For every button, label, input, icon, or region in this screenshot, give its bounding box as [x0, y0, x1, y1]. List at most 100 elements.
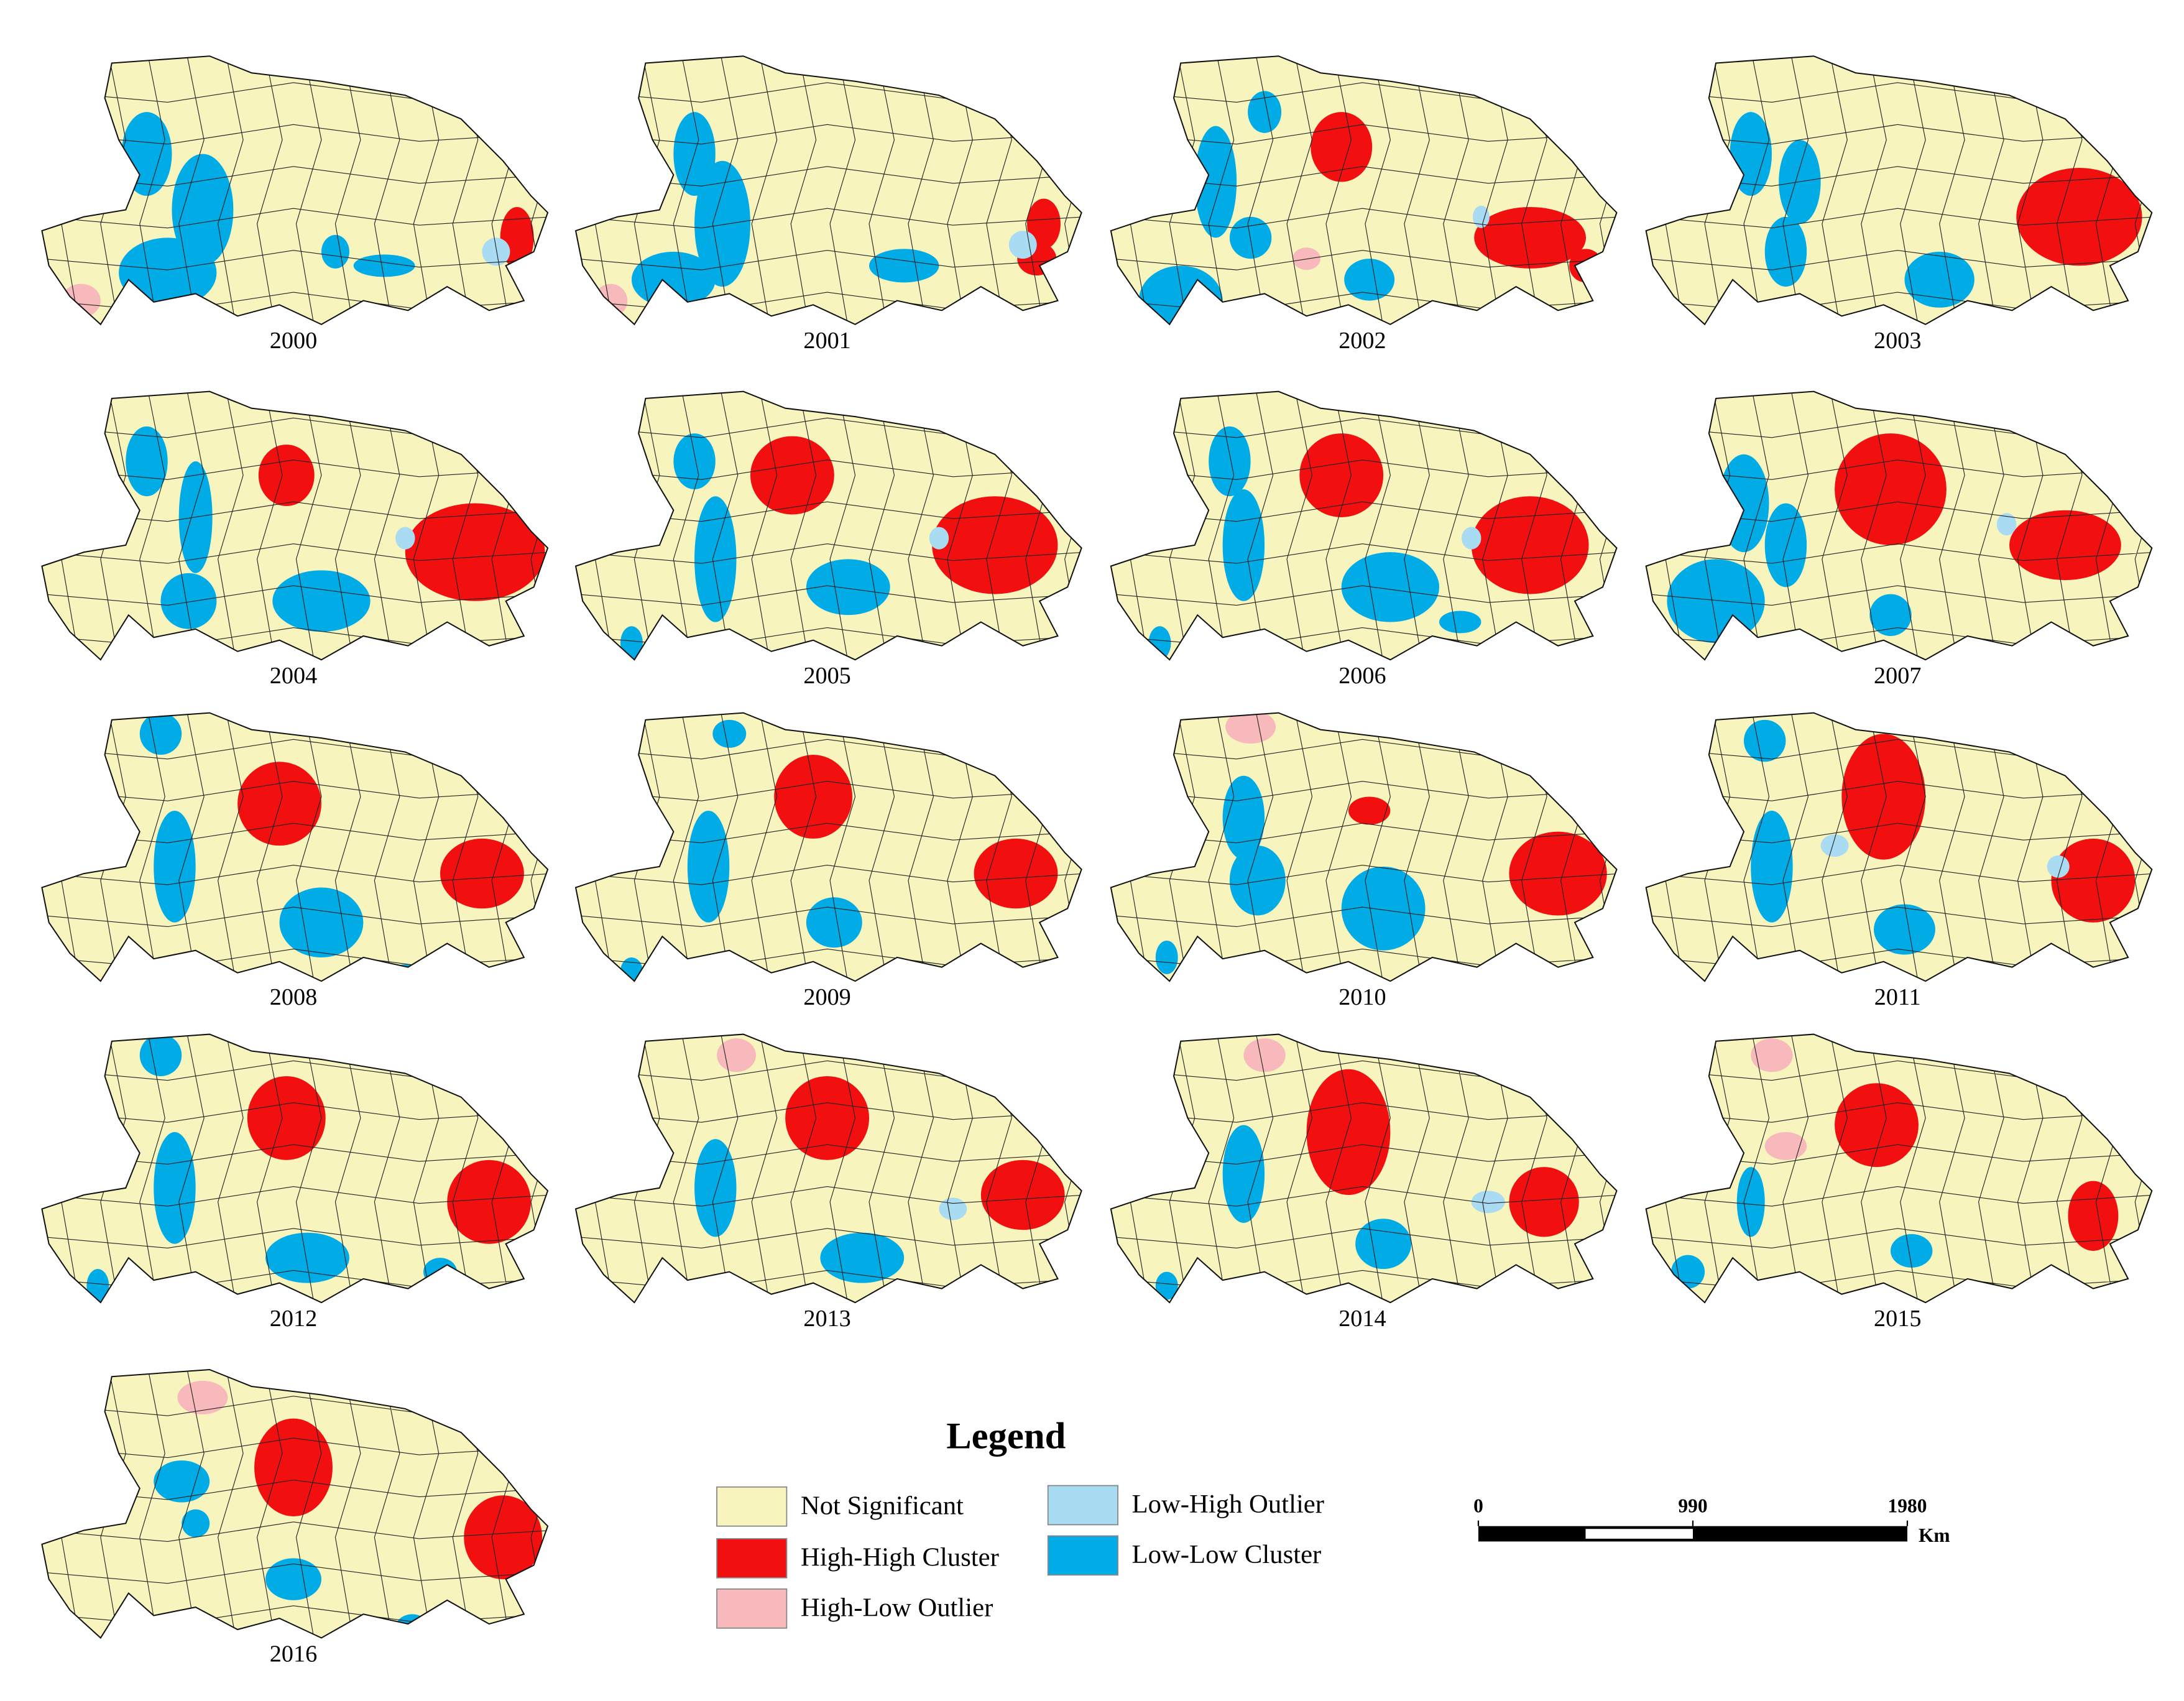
cluster-region — [154, 1460, 210, 1503]
cluster-region — [482, 237, 510, 266]
map-year-label: 2009 — [803, 984, 850, 1010]
map-year-label: 2003 — [1874, 328, 1921, 354]
scale-unit: Km — [1919, 1524, 1950, 1546]
cluster-region — [154, 810, 196, 923]
map-year-label: 2010 — [1339, 984, 1386, 1010]
cluster-region — [258, 445, 315, 506]
cluster-region — [1248, 91, 1282, 133]
cluster-region — [1472, 205, 1490, 228]
scale-tick-label: 0 — [1473, 1495, 1483, 1517]
cluster-region — [694, 1139, 737, 1237]
cluster-region — [1820, 834, 1849, 857]
cluster-region — [395, 527, 415, 550]
cluster-region — [1996, 513, 2017, 536]
cluster-region — [265, 1558, 321, 1600]
map-panel: 2000 — [41, 55, 549, 354]
legend-title: Legend — [946, 1415, 1066, 1457]
cluster-layer — [1110, 1034, 1617, 1303]
map-panel: 2016 — [41, 1368, 549, 1667]
legend-swatch — [716, 1588, 788, 1629]
cluster-region — [1155, 1271, 1178, 1300]
cluster-region — [1764, 1132, 1807, 1160]
legend-label: Low-High Outlier — [1132, 1490, 1324, 1519]
cluster-region — [1225, 712, 1276, 744]
map-year-label: 2000 — [270, 328, 317, 354]
cluster-region — [405, 503, 545, 601]
cluster-region — [447, 1159, 532, 1244]
cluster-region — [1891, 1233, 1933, 1268]
map-panel: 2012 — [41, 1033, 549, 1332]
map-year-label: 2015 — [1874, 1306, 1921, 1332]
cluster-layer — [576, 391, 1082, 660]
cluster-region — [1835, 433, 1947, 545]
cluster-region — [237, 762, 321, 846]
cluster-region — [1869, 594, 1912, 636]
cluster-layer — [42, 1034, 548, 1303]
map-panel: 2008 — [41, 712, 549, 1010]
cluster-region — [1222, 775, 1265, 860]
map-panel: 2011 — [1645, 712, 2153, 1010]
cluster-region — [272, 570, 371, 632]
cluster-region — [1355, 1219, 1412, 1270]
cluster-region — [687, 810, 730, 923]
map-year-label: 2004 — [270, 663, 317, 689]
cluster-layer — [1646, 712, 2152, 982]
legend-swatch — [1047, 1535, 1118, 1576]
cluster-region — [265, 1232, 349, 1283]
cluster-layer — [42, 1369, 548, 1638]
map-year-label: 2013 — [803, 1306, 850, 1332]
cluster-region — [974, 838, 1058, 909]
scale-tick-label: 990 — [1678, 1495, 1707, 1517]
legend-swatch — [716, 1538, 788, 1579]
cluster-region — [1764, 503, 1807, 588]
cluster-region — [929, 527, 949, 550]
cluster-region — [254, 1418, 333, 1516]
cluster-region — [139, 712, 182, 755]
cluster-region — [1348, 796, 1391, 825]
map-year-label: 2006 — [1339, 663, 1386, 689]
cluster-region — [2051, 838, 2136, 923]
map-year-label: 2008 — [270, 984, 317, 1010]
cluster-region — [1751, 1038, 1793, 1072]
cluster-region — [1243, 1038, 1286, 1072]
map-year-label: 2002 — [1339, 328, 1386, 354]
cluster-region — [1744, 719, 1786, 762]
cluster-region — [1344, 259, 1395, 301]
map-year-label: 2001 — [803, 328, 850, 354]
cluster-region — [1341, 866, 1426, 951]
map-panel: 2014 — [1110, 1033, 1618, 1332]
cluster-region — [182, 1509, 210, 1537]
cluster-region — [1008, 231, 1037, 259]
cluster-layer — [576, 712, 1082, 982]
cluster-region — [353, 254, 415, 277]
map-year-label: 2007 — [1874, 663, 1921, 689]
cluster-region — [1155, 940, 1178, 974]
cluster-region — [712, 719, 747, 748]
cluster-region — [1471, 1191, 1505, 1214]
cluster-region — [1461, 527, 1481, 550]
scale-bar-segment — [1585, 1529, 1693, 1539]
cluster-region — [1471, 496, 1589, 594]
cluster-region — [1439, 611, 1481, 634]
cluster-region — [980, 1159, 1065, 1230]
cluster-region — [1474, 206, 1587, 269]
legend-swatch — [1047, 1485, 1118, 1526]
cluster-region — [1222, 489, 1265, 601]
cluster-region — [1736, 1167, 1765, 1237]
cluster-region — [869, 249, 939, 283]
cluster-region — [1904, 251, 1974, 308]
map-year-label: 2012 — [270, 1306, 317, 1332]
cluster-region — [1764, 216, 1807, 287]
map-year-label: 2016 — [270, 1641, 317, 1667]
cluster-region — [2068, 1181, 2119, 1251]
cluster-region — [177, 1380, 228, 1414]
cluster-region — [1311, 112, 1373, 182]
cluster-layer — [1646, 1034, 2152, 1303]
map-year-label: 2005 — [803, 663, 850, 689]
cluster-region — [1874, 904, 1935, 955]
cluster-region — [1222, 1125, 1265, 1223]
cluster-region — [247, 1076, 326, 1160]
cluster-region — [806, 559, 890, 615]
cluster-region — [279, 887, 364, 957]
